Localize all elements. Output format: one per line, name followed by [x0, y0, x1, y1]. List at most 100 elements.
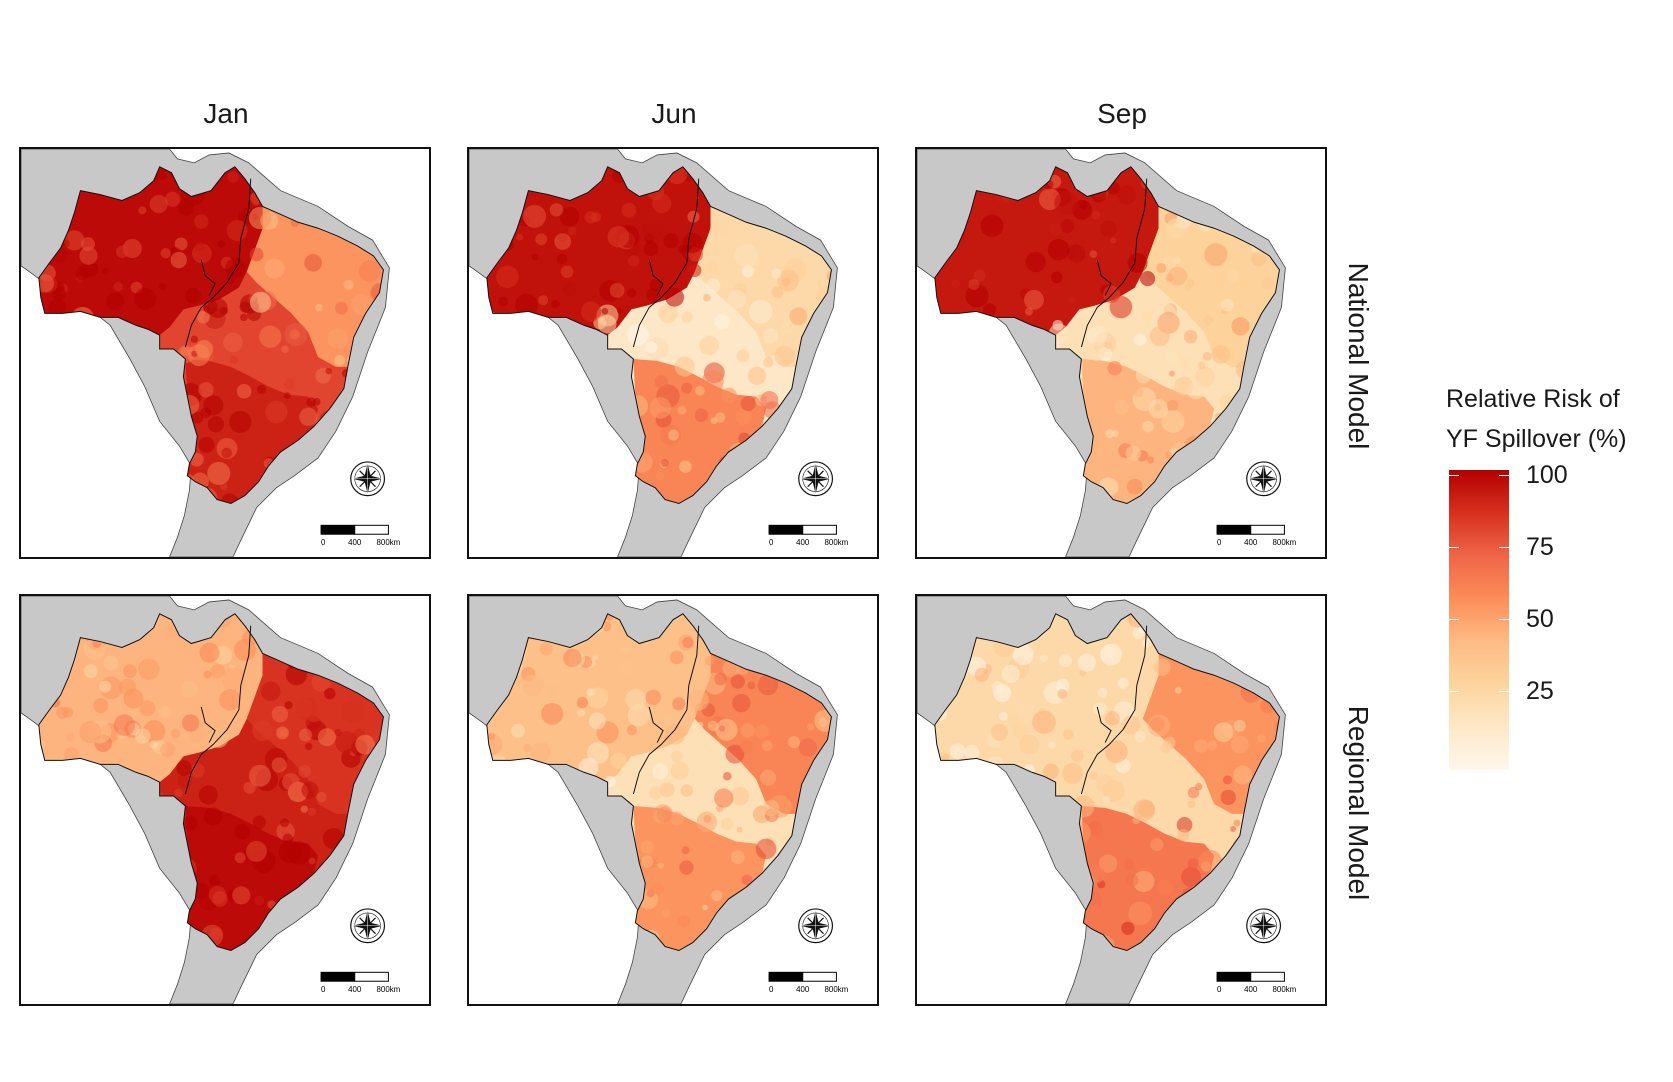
risk-patch	[327, 328, 348, 349]
risk-patch	[1233, 819, 1241, 827]
risk-patch	[1057, 464, 1066, 473]
risk-patch	[1121, 715, 1141, 735]
risk-patch	[940, 920, 955, 935]
risk-patch	[1050, 271, 1063, 284]
risk-patch	[1111, 429, 1119, 438]
risk-patch	[953, 829, 974, 850]
risk-patch	[92, 824, 109, 840]
risk-patch	[965, 284, 989, 308]
risk-patch	[1254, 892, 1272, 910]
risk-patch	[980, 771, 991, 782]
scale-bar: 0 400 800km	[768, 971, 849, 994]
risk-patch	[335, 731, 358, 754]
risk-patch	[489, 793, 506, 810]
risk-patch	[1098, 439, 1116, 458]
risk-patch	[119, 483, 130, 494]
risk-patch	[1133, 799, 1156, 822]
risk-patch	[234, 852, 246, 864]
risk-patch	[142, 436, 157, 451]
risk-patch	[217, 240, 226, 248]
risk-patch	[54, 899, 75, 921]
risk-patch	[820, 332, 832, 356]
risk-patch	[367, 186, 384, 208]
risk-patch	[977, 414, 1001, 438]
risk-patch	[1132, 870, 1155, 893]
risk-patch	[234, 823, 251, 840]
risk-patch	[715, 718, 738, 741]
risk-patch	[93, 925, 107, 939]
risk-patch	[1068, 296, 1075, 304]
risk-patch	[627, 255, 640, 267]
map-svg: 0 400 800km	[21, 596, 401, 1004]
risk-patch	[378, 774, 384, 784]
risk-patch	[249, 291, 271, 313]
risk-patch	[324, 687, 336, 700]
risk-patch	[542, 318, 552, 328]
risk-patch	[582, 404, 603, 425]
risk-patch	[714, 412, 726, 423]
region-border	[184, 625, 252, 795]
risk-patch	[304, 742, 313, 751]
risk-patch	[76, 794, 95, 813]
risk-patch	[264, 258, 285, 279]
risk-patch	[1132, 386, 1144, 398]
risk-patch	[1257, 646, 1280, 670]
risk-patch	[1095, 774, 1115, 794]
risk-patch	[627, 323, 649, 346]
risk-patch	[168, 453, 188, 473]
risk-patch	[498, 296, 509, 307]
risk-patch	[1220, 298, 1234, 312]
risk-patch	[668, 429, 680, 441]
risk-patch	[1273, 206, 1280, 226]
risk-patch	[308, 807, 317, 816]
risk-patch	[563, 648, 582, 668]
risk-patch	[502, 785, 521, 805]
risk-patch	[1261, 869, 1274, 882]
risk-patch	[755, 838, 777, 860]
risk-patch	[76, 776, 84, 784]
risk-patch	[139, 924, 152, 937]
risk-patch	[1125, 874, 1139, 887]
risk-patch	[98, 849, 116, 867]
risk-patch	[725, 744, 745, 764]
risk-patch	[1114, 399, 1130, 415]
risk-patch	[934, 913, 946, 925]
risk-patch	[591, 212, 602, 223]
risk-patch	[1005, 871, 1014, 880]
risk-patch	[820, 413, 832, 430]
risk-patch	[339, 175, 357, 194]
risk-patch	[1207, 740, 1217, 751]
risk-patch	[1150, 838, 1164, 852]
risk-patch	[152, 455, 172, 475]
risk-patch	[83, 664, 98, 679]
risk-patch	[74, 765, 83, 773]
risk-patch	[38, 773, 56, 796]
risk-patch	[1039, 654, 1048, 663]
risk-patch	[1104, 740, 1128, 764]
risk-patch	[1203, 315, 1213, 325]
risk-patch	[71, 329, 85, 343]
risk-patch	[515, 293, 538, 317]
risk-patch	[1258, 175, 1271, 188]
map-svg: 0 400 800km	[917, 149, 1297, 557]
risk-patch	[1008, 714, 1021, 727]
risk-patch	[38, 740, 46, 748]
map-svg: 0 400 800km	[469, 596, 849, 1004]
risk-patch	[574, 829, 589, 844]
risk-patch	[336, 439, 350, 453]
risk-patch	[544, 811, 562, 829]
risk-patch	[811, 625, 819, 634]
risk-patch	[677, 915, 690, 928]
risk-patch	[1187, 786, 1200, 799]
risk-patch	[1226, 269, 1240, 283]
risk-patch	[649, 397, 672, 419]
risk-patch	[587, 741, 610, 765]
risk-patch	[714, 672, 727, 686]
risk-patch	[730, 166, 742, 176]
legend-tick-75-right	[1499, 547, 1509, 548]
risk-patch	[1001, 664, 1020, 683]
risk-patch	[1257, 188, 1276, 207]
risk-patch	[662, 714, 674, 726]
risk-patch	[353, 886, 364, 897]
legend-tick-50-left	[1449, 619, 1459, 620]
